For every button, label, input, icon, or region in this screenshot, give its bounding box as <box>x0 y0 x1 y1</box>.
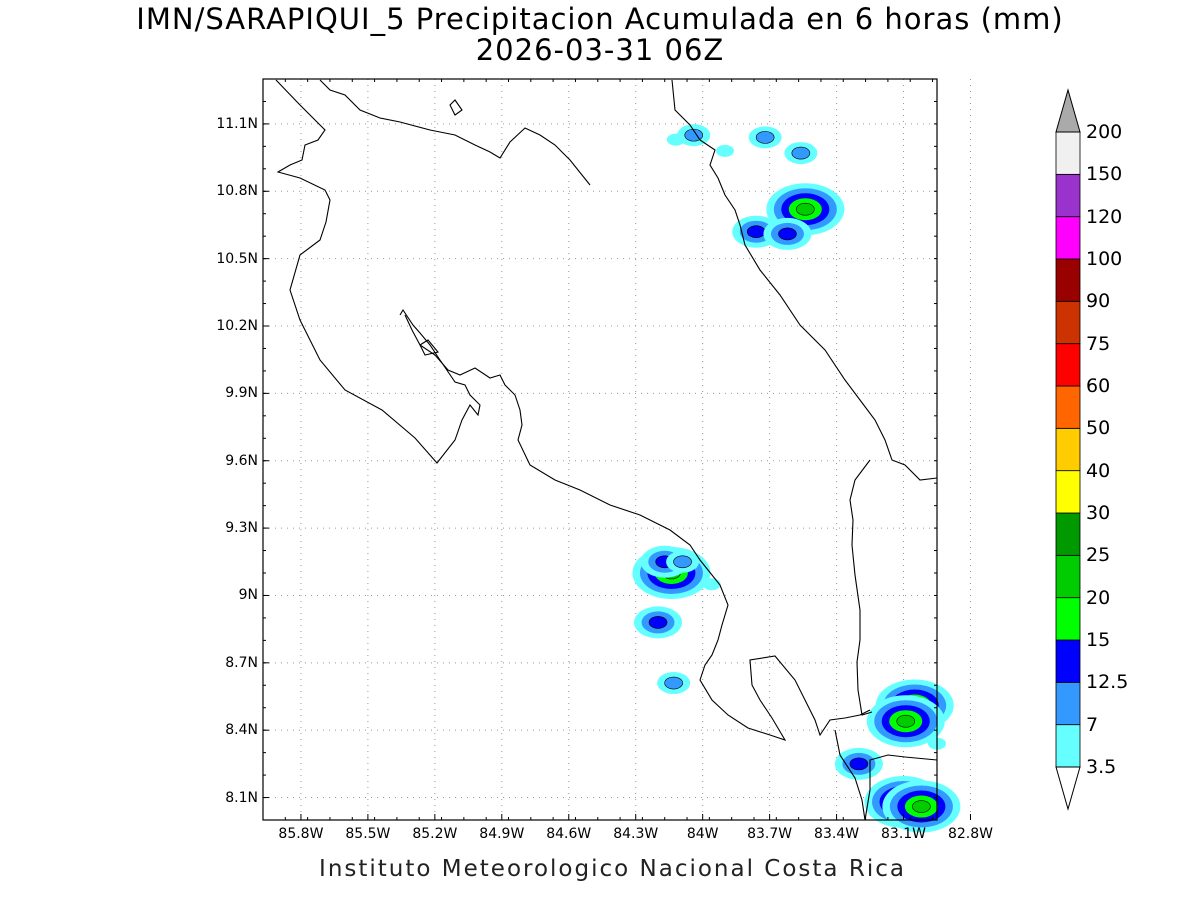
map-title: IMN/SARAPIQUI_5 Precipitacion Acumulada … <box>136 2 1064 36</box>
lon-label: 84.3W <box>613 826 659 842</box>
colorbar-label: 100 <box>1086 248 1123 270</box>
precip-cell-layer <box>912 800 931 813</box>
lat-label: 8.4N <box>225 722 258 739</box>
colorbar-segment <box>1055 258 1081 302</box>
precip-cell-layer <box>849 757 869 771</box>
precip-cell-layer <box>648 616 668 629</box>
precip-cell-layer <box>896 714 916 728</box>
lon-label: 85.2W <box>412 826 458 842</box>
colorbar-label: 40 <box>1086 459 1111 482</box>
lat-label: 10.8N <box>216 183 258 200</box>
lon-label: 84.6W <box>546 826 592 842</box>
colorbar-arrow-up <box>1055 88 1081 133</box>
colorbar-label: 50 <box>1086 417 1111 440</box>
lat-label: 10.5N <box>216 250 258 267</box>
colorbar-segment <box>1055 554 1081 599</box>
precip-cell-layer <box>673 555 692 569</box>
colorbar-segment <box>1055 427 1081 472</box>
nicoya-gulf <box>404 314 871 741</box>
san-juan-river <box>319 79 591 186</box>
lon-label: 85.5W <box>345 826 391 842</box>
colorbar-label: 60 <box>1086 375 1111 397</box>
lat-label: 9.6N <box>225 452 258 469</box>
colorbar-label: 7 <box>1086 713 1099 736</box>
colorbar-segment <box>1055 681 1081 726</box>
colorbar-label: 75 <box>1086 332 1111 355</box>
precip-cells <box>632 124 961 833</box>
colorbar-segment <box>1055 597 1081 641</box>
axis-ticks <box>262 78 971 821</box>
colorbar-segment <box>1055 512 1081 556</box>
precip-cell-layer <box>778 227 797 241</box>
lat-label: 8.7N <box>225 654 258 671</box>
colorbar-segment <box>1055 724 1081 768</box>
lat-label: 8.1N <box>225 789 258 806</box>
north-coast <box>449 99 463 116</box>
lon-label: 82.8W <box>947 826 993 842</box>
colorbar-label: 120 <box>1086 205 1123 228</box>
lon-label: 84W <box>686 826 719 842</box>
lat-label: 10.2N <box>216 318 258 334</box>
panama-border <box>849 459 873 716</box>
lat-label: 11.1N <box>216 115 258 132</box>
nicaragua-border <box>275 79 481 464</box>
precip-cell-layer <box>664 676 683 690</box>
colorbar-segment <box>1055 216 1081 260</box>
lake-islet <box>419 339 439 356</box>
colorbar-segment <box>1055 300 1081 345</box>
colorbar-label: 30 <box>1086 502 1111 524</box>
map-datetime: 2026-03-31 06Z <box>475 33 725 67</box>
precip-cell-layer <box>666 133 685 146</box>
colorbar-label: 20 <box>1086 586 1111 609</box>
colorbar-label: 90 <box>1086 290 1111 313</box>
colorbar-label: 200 <box>1086 121 1123 143</box>
precip-cell-layer <box>796 202 815 216</box>
colorbar-label: 12.5 <box>1086 671 1129 694</box>
colorbar-label: 15 <box>1086 629 1111 651</box>
colorbar-segment <box>1055 385 1081 429</box>
coastlines-borders <box>275 79 938 821</box>
lon-label: 84.9W <box>479 826 525 842</box>
lat-label: 9N <box>238 587 258 604</box>
footer-credit: Instituto Meteorologico Nacional Costa R… <box>319 856 906 882</box>
colorbar-segment <box>1055 639 1081 683</box>
colorbar-label: 150 <box>1086 163 1123 186</box>
graticule <box>263 79 971 820</box>
lon-label: 83.1W <box>881 826 927 842</box>
precip-cell-layer <box>746 225 766 238</box>
colorbar <box>1055 88 1081 811</box>
colorbar-label: 25 <box>1086 544 1111 567</box>
burica-peninsula <box>834 729 938 821</box>
map-frame-border <box>262 78 938 821</box>
precip-cell-layer <box>702 578 721 591</box>
lon-label: 83.7W <box>747 826 793 842</box>
lat-label: 9.9N <box>225 385 258 402</box>
precip-cell-layer <box>715 144 734 157</box>
lon-label: 83.4W <box>814 826 860 842</box>
colorbar-segment <box>1055 470 1081 514</box>
colorbar-arrow-down <box>1055 766 1081 811</box>
colorbar-segment <box>1055 173 1081 218</box>
colorbar-label: 3.5 <box>1086 756 1117 778</box>
colorbar-segment <box>1055 343 1081 387</box>
lon-label: 85.8W <box>278 826 324 842</box>
carib-coast <box>671 79 938 481</box>
colorbar-segment <box>1055 131 1081 175</box>
precip-cell-layer <box>791 146 811 160</box>
precip-cell-layer <box>755 131 775 144</box>
lat-label: 9.3N <box>225 520 258 537</box>
